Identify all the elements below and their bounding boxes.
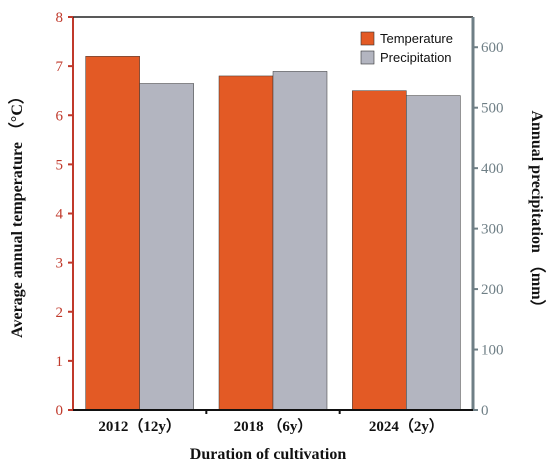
legend-swatch-precipitation — [360, 50, 375, 65]
x-tick-label: 2018 （6y） — [234, 417, 313, 435]
left-tick-label: 7 — [56, 59, 64, 75]
right-tick-label: 100 — [481, 343, 504, 359]
legend-swatch-temperature — [360, 31, 375, 46]
right-tick-label: 500 — [481, 101, 504, 117]
right-tick-label: 400 — [481, 161, 504, 177]
bar-temperature-0 — [85, 56, 140, 411]
y-axis-title-right: Annual precipitation （mm） — [528, 110, 546, 315]
left-tick-label: 0 — [56, 403, 64, 419]
legend: Temperature Precipitation — [360, 31, 453, 65]
bars-group — [85, 56, 461, 411]
y-axis-title-left: Average annual temperature （°C） — [8, 88, 26, 338]
bar-precipitation-1 — [272, 71, 328, 411]
bar-precipitation-0 — [139, 83, 194, 411]
right-tick-label: 0 — [481, 403, 489, 419]
left-tick-label: 8 — [56, 10, 64, 26]
left-tick-label: 2 — [56, 305, 64, 321]
right-tick-label: 300 — [481, 222, 504, 238]
x-axis-title: Duration of cultivation — [190, 446, 347, 463]
left-axis: 0 1 2 3 4 5 6 7 8 — [56, 10, 473, 419]
right-tick-label: 200 — [481, 282, 504, 298]
left-tick-label: 6 — [56, 108, 64, 124]
bar-temperature-1 — [218, 75, 274, 411]
left-tick-label: 1 — [56, 354, 64, 370]
legend-label-temperature: Temperature — [380, 31, 453, 46]
bar-temperature-2 — [352, 90, 407, 411]
right-axis: 0 100 200 300 400 500 600 — [471, 17, 504, 419]
x-axis: 2012（12y） 2018 （6y） 2024（2y） — [73, 409, 473, 435]
bar-precipitation-2 — [406, 95, 461, 411]
left-tick-label: 4 — [56, 207, 64, 223]
left-tick-label: 5 — [56, 157, 64, 173]
right-tick-label: 600 — [481, 40, 504, 56]
x-tick-label: 2012（12y） — [98, 417, 181, 435]
left-tick-label: 3 — [56, 256, 64, 272]
x-tick-label: 2024（2y） — [369, 417, 444, 435]
legend-label-precipitation: Precipitation — [380, 50, 452, 65]
